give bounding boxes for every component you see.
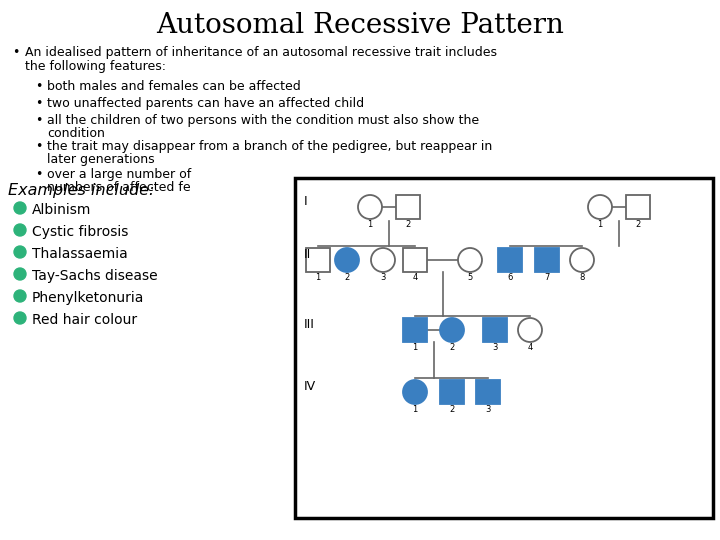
Text: condition: condition — [47, 127, 105, 140]
Circle shape — [440, 318, 464, 342]
Text: An idealised pattern of inheritance of an autosomal recessive trait includes: An idealised pattern of inheritance of a… — [25, 46, 497, 59]
Bar — [476, 380, 500, 404]
Text: Cystic fibrosis: Cystic fibrosis — [32, 225, 128, 239]
Text: two unaffected parents can have an affected child: two unaffected parents can have an affec… — [47, 97, 364, 110]
Text: •: • — [35, 140, 42, 153]
Bar — [396, 195, 420, 219]
Text: 3: 3 — [485, 405, 491, 414]
Text: 2: 2 — [635, 220, 641, 229]
Circle shape — [458, 248, 482, 272]
Bar — [483, 318, 507, 342]
Text: numbers of affected fe: numbers of affected fe — [47, 181, 191, 194]
Circle shape — [588, 195, 612, 219]
Text: 1: 1 — [598, 220, 603, 229]
Text: Tay-Sachs disease: Tay-Sachs disease — [32, 269, 158, 283]
Text: 2: 2 — [344, 273, 350, 282]
Text: 2: 2 — [449, 343, 454, 352]
Text: 3: 3 — [380, 273, 386, 282]
Text: 6: 6 — [508, 273, 513, 282]
Text: •: • — [35, 114, 42, 127]
Text: IV: IV — [304, 380, 316, 393]
Bar — [440, 380, 464, 404]
Bar — [403, 248, 427, 272]
Text: 5: 5 — [467, 273, 472, 282]
Circle shape — [14, 312, 26, 324]
Bar — [498, 248, 522, 272]
Text: all the children of two persons with the condition must also show the: all the children of two persons with the… — [47, 114, 479, 127]
Text: •: • — [35, 80, 42, 93]
Text: Thalassaemia: Thalassaemia — [32, 247, 127, 261]
Text: later generations: later generations — [47, 153, 155, 166]
Bar — [403, 318, 427, 342]
Circle shape — [14, 224, 26, 236]
Text: the following features:: the following features: — [25, 60, 166, 73]
Text: 1: 1 — [413, 343, 418, 352]
Text: 2: 2 — [405, 220, 410, 229]
Circle shape — [371, 248, 395, 272]
Text: •: • — [35, 168, 42, 181]
Text: both males and females can be affected: both males and females can be affected — [47, 80, 301, 93]
Circle shape — [335, 248, 359, 272]
Circle shape — [14, 246, 26, 258]
Text: 4: 4 — [413, 273, 418, 282]
Text: •: • — [35, 97, 42, 110]
Text: the trait may disappear from a branch of the pedigree, but reappear in: the trait may disappear from a branch of… — [47, 140, 492, 153]
Circle shape — [14, 268, 26, 280]
Text: Examples include:: Examples include: — [8, 183, 154, 198]
Text: 7: 7 — [544, 273, 549, 282]
Circle shape — [14, 202, 26, 214]
Text: •: • — [12, 46, 19, 59]
Text: Phenylketonuria: Phenylketonuria — [32, 291, 145, 305]
Text: 2: 2 — [449, 405, 454, 414]
Text: 1: 1 — [413, 405, 418, 414]
Text: Red hair colour: Red hair colour — [32, 313, 137, 327]
Text: 4: 4 — [527, 343, 533, 352]
Text: 1: 1 — [315, 273, 320, 282]
Bar — [295, 178, 713, 518]
Circle shape — [518, 318, 542, 342]
Bar — [306, 248, 330, 272]
Text: 8: 8 — [580, 273, 585, 282]
Circle shape — [14, 290, 26, 302]
Circle shape — [403, 380, 427, 404]
Text: III: III — [304, 318, 315, 331]
Text: II: II — [304, 248, 311, 261]
Circle shape — [358, 195, 382, 219]
Text: Autosomal Recessive Pattern: Autosomal Recessive Pattern — [156, 12, 564, 39]
Text: I: I — [304, 195, 307, 208]
Text: over a large number of: over a large number of — [47, 168, 192, 181]
Text: Albinism: Albinism — [32, 203, 91, 217]
Text: 1: 1 — [367, 220, 373, 229]
Bar — [626, 195, 650, 219]
Bar — [535, 248, 559, 272]
Circle shape — [570, 248, 594, 272]
Text: 3: 3 — [492, 343, 498, 352]
